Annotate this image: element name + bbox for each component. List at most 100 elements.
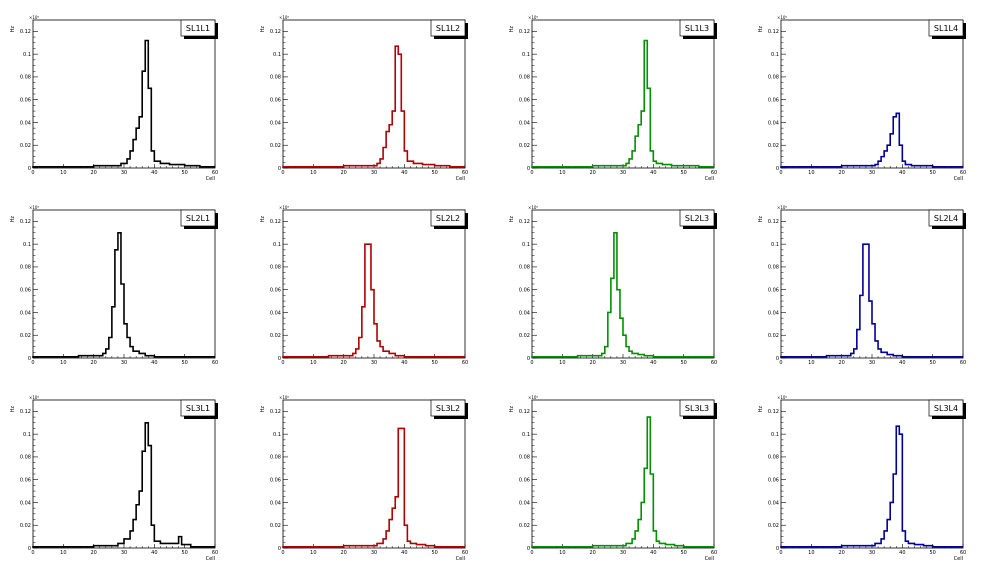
legend-title: SL1L1 [186,24,210,33]
y-tick-label: 0 [527,356,530,362]
x-tick-label: 30 [121,360,127,366]
plot-frame [32,19,216,169]
x-axis-label: Cell [705,176,714,182]
y-tick-label: 0 [527,546,530,552]
y-tick-label: 0 [776,546,779,552]
panel-sl3l1: 0 10 20 30 40 50 60 0 0.02 0.04 0.06 0.08 0.1 0.12 ×10… [10,395,218,562]
x-tick-label: 20 [589,360,595,366]
y-tick-label: 0.1 [273,52,281,58]
x-tick-label: 40 [899,550,905,556]
y-tick-label: 0.04 [519,120,530,126]
x-tick-label: 10 [808,360,814,366]
legend-title: SL3L2 [436,404,460,413]
legend-title: SL3L1 [186,404,210,413]
y-tick-label: 0.12 [768,219,779,225]
x-tick-label: 50 [680,170,686,176]
legend-box [679,19,715,37]
x-tick-label: 20 [838,170,844,176]
y-tick-label: 0 [776,166,779,172]
panel-sl1l4: 0 10 20 30 40 50 60 0 0.02 0.04 0.06 0.08 0.1 0.12 ×10… [758,15,966,182]
x-tick-label: 20 [838,360,844,366]
y-tick-label: 0.02 [20,143,31,149]
y-axis-label: Hz [10,216,16,223]
y-tick-label: 0.02 [519,333,530,339]
x-tick-label: 60 [462,550,468,556]
x-tick-label: 20 [838,550,844,556]
x-tick-label: 30 [371,550,377,556]
y-axis-label: Hz [509,26,515,33]
x-tick-label: 30 [620,360,626,366]
plot-frame [282,19,466,169]
x-tick-label: 60 [960,170,966,176]
x-tick-label: 40 [650,170,656,176]
x-tick-label: 10 [310,550,316,556]
y-tick-label: 0.08 [768,265,779,271]
legend-box [430,19,466,37]
x-tick-label: 20 [589,550,595,556]
legend-box [928,399,964,417]
x-tick-label: 60 [711,550,717,556]
x-tick-label: 20 [589,170,595,176]
x-tick-label: 50 [181,360,187,366]
x-axis-label: Cell [954,556,963,562]
legend-box [180,399,216,417]
y-tick-label: 0.1 [23,432,31,438]
y-tick-label: 0.06 [519,287,530,293]
x-tick-label: 0 [779,550,782,556]
y-axis-label: Hz [10,406,16,413]
x-tick-label: 60 [711,360,717,366]
y-exponent: ×10⁶ [528,395,538,400]
x-tick-label: 60 [462,360,468,366]
x-tick-label: 60 [212,550,218,556]
histogram-line-sl2l2 [282,243,465,358]
y-tick-label: 0.06 [270,287,281,293]
x-axis-label: Cell [705,556,714,562]
x-tick-label: 0 [31,550,34,556]
y-tick-label: 0.02 [768,143,779,149]
panel-sl2l1: 0 10 20 30 40 50 60 0 0.02 0.04 0.06 0.08 0.1 0.12 ×10… [10,205,218,366]
legend-title: SL2L2 [436,214,460,223]
plot-frame [780,399,964,549]
panel-sl3l2: 0 10 20 30 40 50 60 0 0.02 0.04 0.06 0.08 0.1 0.12 ×10… [260,395,468,562]
panel-sl3l4: 0 10 20 30 40 50 60 0 0.02 0.04 0.06 0.08 0.1 0.12 ×10… [758,395,966,562]
plot-frame [531,19,715,169]
y-tick-label: 0.06 [20,287,31,293]
y-tick-label: 0.02 [519,143,530,149]
y-tick-label: 0.08 [270,455,281,461]
legend-title: SL1L2 [436,24,460,33]
y-tick-label: 0.12 [768,409,779,415]
y-tick-label: 0 [776,356,779,362]
x-tick-label: 50 [181,170,187,176]
y-tick-label: 0.02 [519,523,530,529]
x-tick-label: 50 [680,550,686,556]
histogram-line-sl1l2 [282,45,465,168]
x-tick-label: 0 [281,550,284,556]
x-tick-label: 50 [181,550,187,556]
y-exponent: ×10⁶ [279,15,289,20]
y-tick-label: 0.08 [20,455,31,461]
y-exponent: ×10⁶ [528,205,538,210]
x-tick-label: 0 [530,360,533,366]
x-tick-label: 40 [151,170,157,176]
y-tick-label: 0.02 [270,333,281,339]
y-tick-label: 0.02 [20,523,31,529]
x-tick-label: 60 [960,360,966,366]
x-tick-label: 50 [929,550,935,556]
y-tick-label: 0.12 [270,409,281,415]
y-tick-label: 0.04 [270,500,281,506]
y-tick-label: 0.08 [270,75,281,81]
y-exponent: ×10⁶ [279,395,289,400]
x-tick-label: 40 [899,360,905,366]
x-tick-label: 10 [60,360,66,366]
y-tick-label: 0.02 [270,143,281,149]
histogram-line-sl2l1 [32,231,215,358]
x-tick-label: 40 [401,360,407,366]
x-tick-label: 30 [121,550,127,556]
histogram-line-sl3l4 [780,425,963,548]
x-tick-label: 60 [960,550,966,556]
y-exponent: ×10⁶ [777,205,787,210]
x-tick-label: 0 [779,360,782,366]
x-tick-label: 40 [401,170,407,176]
plot-frame [780,209,964,359]
